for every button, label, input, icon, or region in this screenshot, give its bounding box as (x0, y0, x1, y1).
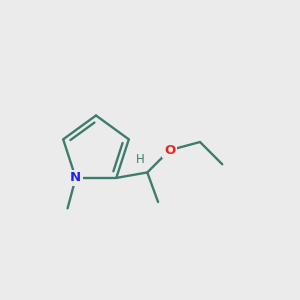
Text: N: N (70, 171, 81, 184)
Text: O: O (164, 144, 175, 157)
Text: H: H (135, 153, 144, 166)
